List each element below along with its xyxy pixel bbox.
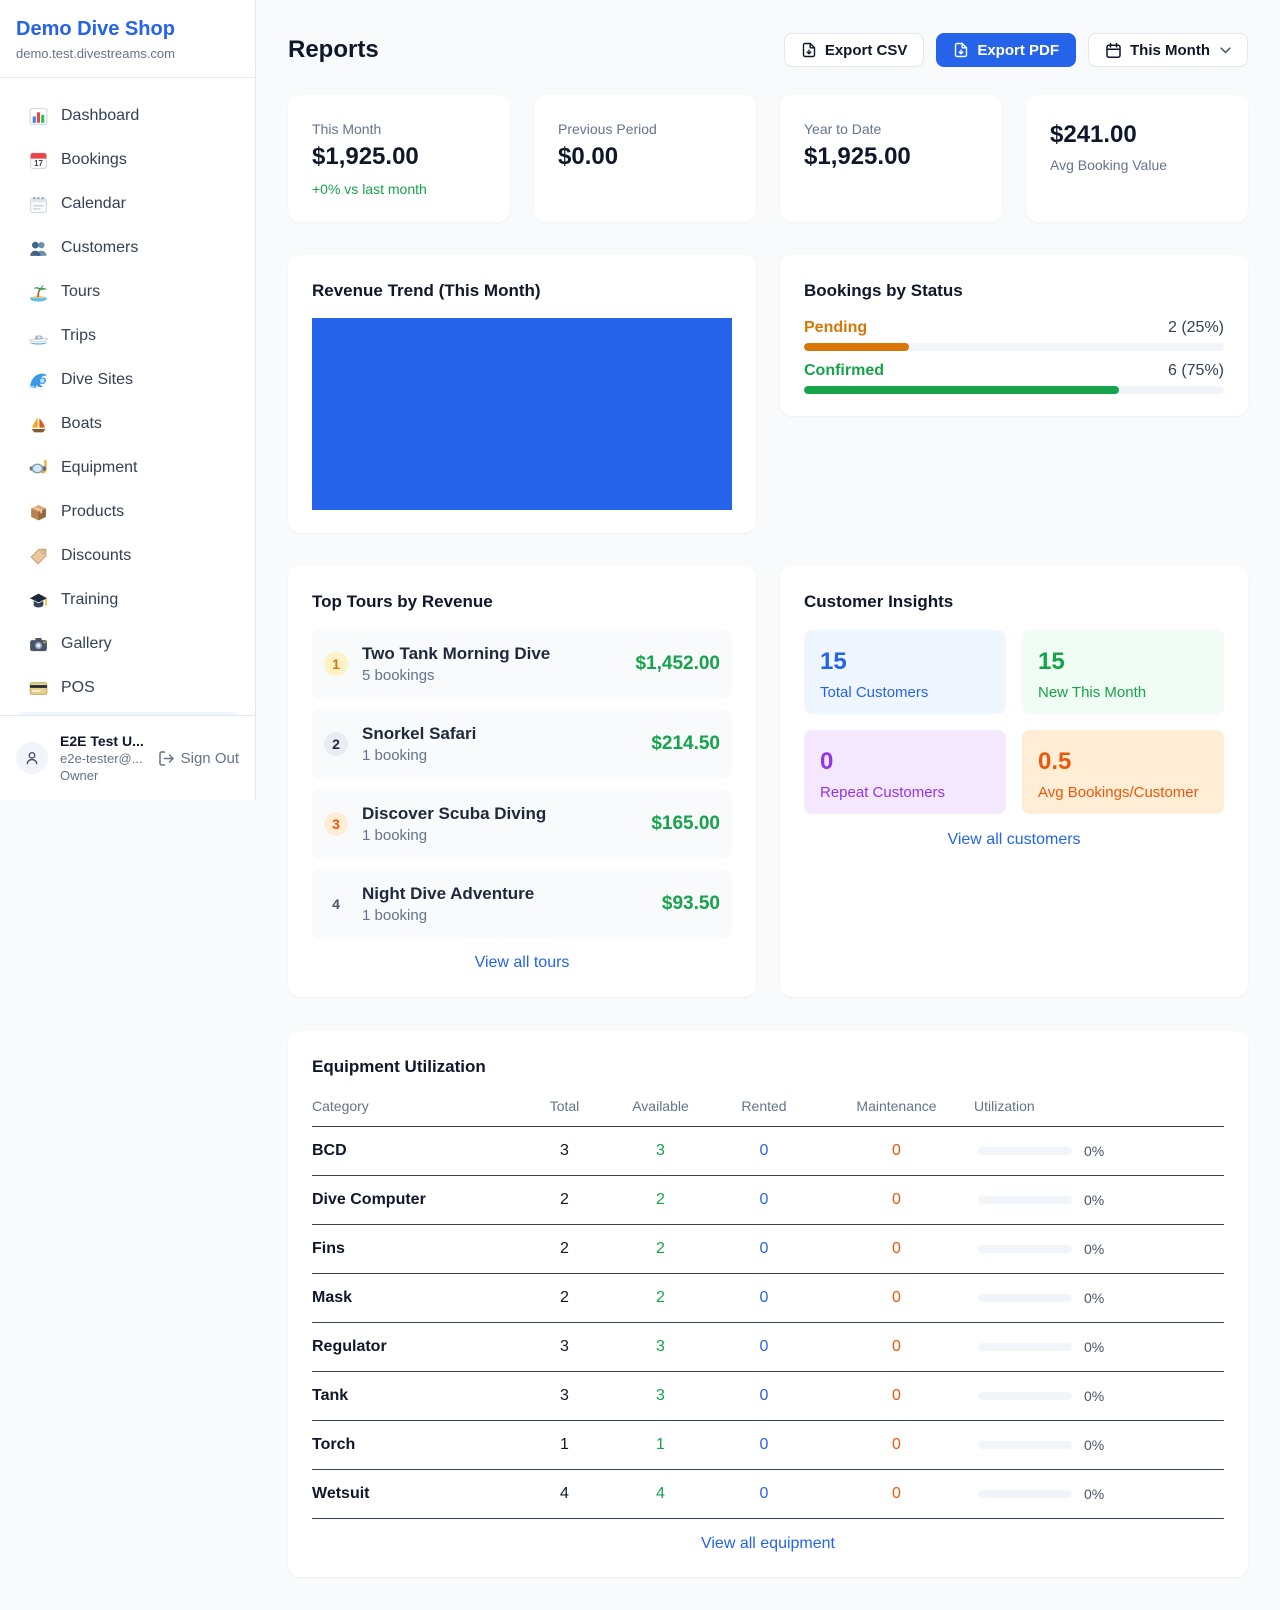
svg-text:17: 17 bbox=[34, 158, 43, 167]
